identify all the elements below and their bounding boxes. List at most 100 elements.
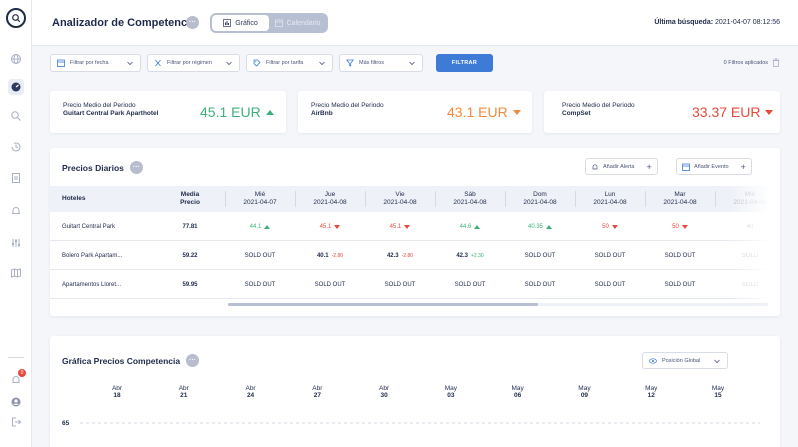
add-alert-button[interactable]: Añadir Alerta + [585, 158, 658, 175]
filter-date-dropdown[interactable]: Filtrar por fecha [50, 54, 141, 72]
price-cell[interactable]: 40 [715, 212, 785, 241]
col-day-date: 2021-04-08 [523, 199, 557, 206]
more-options-icon[interactable]: ··· [186, 354, 200, 367]
table-header: Hoteles Media Precio Mié 2021-04-07 Jue 202… [50, 186, 780, 212]
hotel-name[interactable]: Guitart Central Park [62, 223, 116, 230]
price-cell[interactable]: 42.3 +2.30 [435, 241, 505, 270]
price-cell[interactable]: 45.1 [295, 212, 365, 241]
position-select[interactable]: Posición Global [642, 352, 728, 369]
add-event-button[interactable]: Añadir Evento + [676, 158, 752, 175]
x-tick-day: 18 [113, 392, 121, 399]
globe-icon[interactable] [8, 51, 24, 67]
price-cell[interactable]: 50 [645, 212, 715, 241]
sliders-icon[interactable] [8, 235, 24, 251]
price-cell[interactable]: 44.1 [225, 212, 295, 241]
more-options-icon[interactable]: ··· [129, 161, 143, 174]
price-cell[interactable]: SOLD OUT [645, 270, 715, 299]
user-icon[interactable] [8, 394, 24, 410]
x-tick-day: 30 [380, 392, 388, 399]
col-day-name: Mié [744, 191, 756, 198]
price-cell[interactable]: SOLD [715, 270, 785, 299]
more-options-icon[interactable]: ··· [186, 16, 199, 29]
col-hotels: Hoteles [62, 195, 86, 202]
price-value: 50 [602, 223, 609, 230]
notification-icon[interactable]: 0 [8, 369, 26, 388]
apply-filter-button[interactable]: FILTRAR [436, 54, 493, 72]
logout-icon[interactable] [8, 414, 24, 430]
price-cell[interactable]: SOLD OUT [575, 270, 645, 299]
price-cell[interactable]: 44.6 [435, 212, 505, 241]
price-cell[interactable]: SOLD OUT [575, 241, 645, 270]
price-card-subject: CompSet [562, 110, 591, 117]
trend-up-icon [265, 109, 274, 115]
col-day: Vie 2021-04-08 [365, 186, 435, 212]
price-cell[interactable]: SOLD OUT [365, 270, 435, 299]
plus-icon: + [740, 161, 746, 172]
top-header: Analizador de Competencia ··· Gráfico Ca… [32, 0, 798, 46]
price-cell[interactable]: SOLD OUT [225, 241, 295, 270]
calendar-icon [57, 59, 65, 67]
scrollbar-thumb[interactable] [228, 303, 538, 306]
price-cell[interactable]: 42.3 -2.80 [365, 241, 435, 270]
price-cell[interactable]: 40.35 [505, 212, 575, 241]
price-cell[interactable]: SOLD OUT [505, 270, 575, 299]
price-card-compset: Precio Medio del Periodo CompSet 33.37 E… [544, 91, 780, 133]
price-value: SOLD OUT [384, 281, 416, 288]
bell-icon [592, 163, 598, 169]
hotel-name[interactable]: Apartamentos Lloret... [62, 281, 122, 288]
cutlery-icon [155, 59, 161, 67]
price-cell[interactable]: SOLD OUT [295, 270, 365, 299]
document-icon[interactable] [8, 170, 24, 186]
col-avg-line2: Precio [180, 199, 200, 206]
x-tick-day: 03 [447, 392, 455, 399]
col-day-date: 2021-04-08 [663, 199, 697, 206]
price-card-amount: 43.1 EUR [447, 104, 508, 120]
price-value: SOLD [741, 252, 759, 259]
history-icon[interactable] [8, 139, 24, 155]
price-value: SOLD OUT [524, 281, 556, 288]
x-tick-month: Abr [179, 385, 190, 392]
horizontal-scrollbar[interactable] [228, 303, 768, 306]
header-separator [295, 191, 296, 207]
filter-more-dropdown[interactable]: Más filtros [339, 54, 423, 72]
trend-down-icon [765, 109, 774, 115]
search-icon[interactable] [8, 108, 24, 124]
col-day-date: 2021-04-08 [313, 199, 347, 206]
x-tick-month: May [645, 385, 658, 392]
price-cell[interactable]: 40.1 -2.80 [295, 241, 365, 270]
page-title: Analizador de Competencia [52, 17, 197, 29]
price-value: 42.3 [386, 252, 399, 259]
view-graph-button[interactable]: Gráfico [212, 15, 269, 31]
map-icon[interactable] [8, 265, 24, 281]
trash-icon[interactable] [772, 58, 780, 67]
dashboard-gauge-icon[interactable] [8, 79, 24, 95]
sidebar: 0 [0, 0, 32, 447]
price-card-subject: Guitart Central Park Aparthotel [63, 110, 159, 117]
price-cell[interactable]: SOLD OUT [225, 270, 295, 299]
col-day: Mié 2021-04-07 [225, 186, 295, 212]
price-cell[interactable]: SOLD OUT [645, 241, 715, 270]
filter-rate-dropdown[interactable]: Filtrar por tarifa [246, 54, 333, 72]
table-row[interactable]: Guitart Central Park 77.81 44.1 45.1 45.1 44.… [50, 212, 780, 241]
header-separator [715, 191, 716, 207]
x-tick-day: 12 [648, 392, 656, 399]
hotel-name[interactable]: Bolero Park Apartam... [62, 252, 123, 259]
table-row[interactable]: Apartamentos Lloret... 59.95 SOLD OUT SOLD … [50, 270, 780, 299]
price-cell[interactable]: 45.1 [365, 212, 435, 241]
header-separator [225, 191, 226, 207]
price-cell[interactable]: 50 [575, 212, 645, 241]
chevron-down-icon [409, 61, 415, 66]
header-separator [505, 191, 506, 207]
price-cell[interactable]: SOLD OUT [505, 241, 575, 270]
app-logo-icon[interactable] [6, 8, 26, 28]
view-calendar-button[interactable]: Calendario [269, 15, 326, 31]
filter-regime-dropdown[interactable]: Filtrar por régimen [147, 54, 240, 72]
price-value: 40.1 [316, 252, 329, 259]
col-avg-price: Media Precio [155, 186, 225, 212]
price-cell[interactable]: SOLD [715, 241, 785, 270]
price-cell[interactable]: SOLD OUT [435, 270, 505, 299]
table-row[interactable]: Bolero Park Apartam... 59.22 SOLD OUT 40.1-… [50, 241, 780, 270]
position-select-label: Posición Global [662, 357, 701, 364]
bell-icon[interactable] [8, 203, 24, 219]
col-day-date: 2021-04-08 [453, 199, 487, 206]
